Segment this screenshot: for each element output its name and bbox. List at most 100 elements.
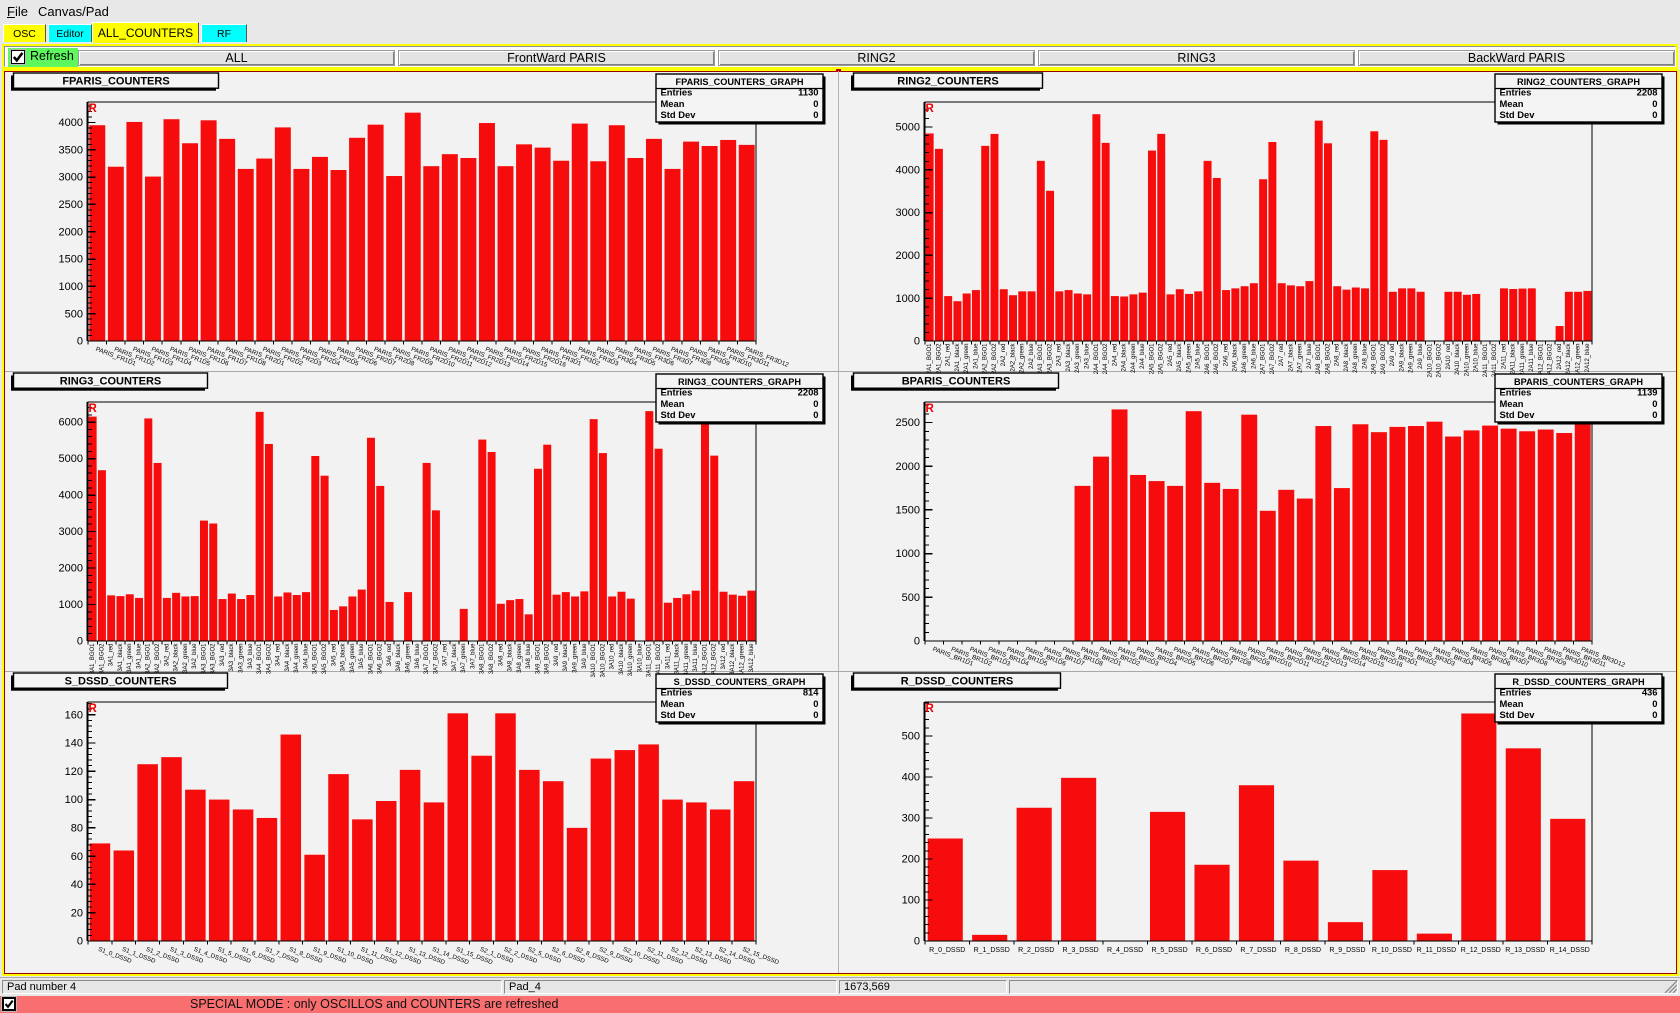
svg-text:3A12_green: 3A12_green [739,644,745,677]
svg-text:3A6_BGO1: 3A6_BGO1 [368,643,374,674]
svg-text:2000: 2000 [59,563,83,575]
svg-text:1500: 1500 [59,254,83,266]
svg-text:2A7_black: 2A7_black [1288,343,1294,372]
svg-text:3A8_black: 3A8_black [508,643,514,672]
svg-text:BPARIS_COUNTERS: BPARIS_COUNTERS [902,376,1011,388]
svg-text:3A5_blue: 3A5_blue [359,643,365,669]
svg-text:2500: 2500 [59,199,83,211]
svg-text:4000: 4000 [59,490,83,502]
svg-text:RING3_COUNTERS: RING3_COUNTERS [60,376,161,388]
svg-text:Entries: Entries [1500,387,1532,398]
svg-text:436: 436 [1642,687,1658,698]
svg-text:2A10_green: 2A10_green [1464,344,1470,377]
svg-text:3A10_BGO1: 3A10_BGO1 [591,643,597,678]
svg-text:2000: 2000 [896,461,920,473]
svg-text:R_6_DSSD: R_6_DSSD [1196,947,1232,954]
svg-text:2A1_red: 2A1_red [946,344,952,367]
svg-text:2A11_green: 2A11_green [1520,344,1526,376]
svg-text:2A3_blue: 2A3_blue [1085,343,1091,369]
svg-text:2A9_black: 2A9_black [1399,343,1405,372]
svg-text:100: 100 [65,794,83,806]
svg-text:2A10_red: 2A10_red [1446,344,1452,370]
svg-text:Entries: Entries [661,87,693,98]
svg-text:2A9_BGO2: 2A9_BGO2 [1381,343,1387,374]
svg-text:3A7_BGO1: 3A7_BGO1 [424,643,430,674]
svg-text:R_8_DSSD: R_8_DSSD [1285,947,1321,954]
svg-text:2A1_black: 2A1_black [955,343,961,372]
svg-text:2A4_blue: 2A4_blue [1140,343,1146,369]
svg-text:3A11_BGO1: 3A11_BGO1 [647,643,653,677]
svg-text:3A6_blue: 3A6_blue [415,643,421,669]
svg-text:2A6_black: 2A6_black [1233,343,1239,372]
svg-text:R_1_DSSD: R_1_DSSD [974,947,1010,954]
svg-text:3A2_BGO1: 3A2_BGO1 [146,643,152,674]
svg-text:2A3_BGO2: 2A3_BGO2 [1047,343,1053,374]
svg-text:2A8_BGO1: 2A8_BGO1 [1316,343,1322,374]
svg-text:R_10_DSSD: R_10_DSSD [1372,947,1412,954]
svg-text:3A7_red: 3A7_red [443,644,449,667]
svg-text:3A11_BGO2: 3A11_BGO2 [656,643,662,677]
svg-text:Mean: Mean [1500,398,1524,409]
svg-text:2A1_green: 2A1_green [964,344,970,373]
svg-text:0: 0 [1652,709,1657,720]
svg-text:2A5_BGO1: 2A5_BGO1 [1149,343,1155,374]
svg-text:1000: 1000 [896,548,920,560]
svg-text:3A3_black: 3A3_black [229,643,235,672]
svg-text:3A8_BGO2: 3A8_BGO2 [489,643,495,674]
svg-text:2A3_red: 2A3_red [1057,344,1063,367]
svg-text:2A9_blue: 2A9_blue [1418,343,1424,369]
svg-text:R: R [926,703,935,715]
svg-text:R_14_DSSD: R_14_DSSD [1550,947,1590,954]
svg-text:3A6_green: 3A6_green [405,644,411,673]
svg-text:3A5_BGO2: 3A5_BGO2 [322,643,328,674]
svg-text:1000: 1000 [59,599,83,611]
svg-text:3A4_blue: 3A4_blue [303,643,309,669]
svg-text:1500: 1500 [896,505,920,517]
svg-text:3A1_BGO1: 3A1_BGO1 [90,643,96,674]
svg-text:3A9_blue: 3A9_blue [582,643,588,669]
svg-text:3A5_green: 3A5_green [350,644,356,673]
svg-text:R: R [926,403,935,415]
svg-text:2A8_black: 2A8_black [1344,343,1350,372]
svg-text:0: 0 [1652,409,1657,420]
svg-text:3A4_black: 3A4_black [285,643,291,672]
svg-text:400: 400 [902,772,920,784]
svg-text:R: R [926,103,935,115]
svg-text:2A7_red: 2A7_red [1279,344,1285,367]
svg-text:2A1_BGO2: 2A1_BGO2 [936,343,942,374]
svg-text:RING3_COUNTERS_GRAPH: RING3_COUNTERS_GRAPH [678,377,801,387]
svg-text:2A5_green: 2A5_green [1186,344,1192,373]
svg-text:3A8_red: 3A8_red [498,644,504,667]
svg-text:Mean: Mean [661,98,685,109]
svg-text:R_11_DSSD: R_11_DSSD [1417,947,1457,954]
svg-text:R_DSSD_COUNTERS_GRAPH: R_DSSD_COUNTERS_GRAPH [1512,677,1645,687]
svg-text:4000: 4000 [896,164,920,176]
svg-text:R_0_DSSD: R_0_DSSD [929,947,965,954]
svg-text:2A4_red: 2A4_red [1112,344,1118,367]
svg-text:3500: 3500 [59,144,83,156]
svg-text:2A11_red: 2A11_red [1501,344,1507,370]
svg-text:0: 0 [1652,109,1657,120]
svg-text:200: 200 [902,854,920,866]
svg-text:2A10_BGO1: 2A10_BGO1 [1427,343,1433,378]
svg-text:3A9_BGO1: 3A9_BGO1 [535,643,541,674]
svg-text:2A7_BGO1: 2A7_BGO1 [1261,343,1267,374]
svg-text:2A11_blue: 2A11_blue [1529,343,1535,372]
svg-text:2A8_BGO2: 2A8_BGO2 [1325,343,1331,374]
svg-text:2A12_black: 2A12_black [1566,343,1572,375]
svg-text:2A4_black: 2A4_black [1122,343,1128,372]
svg-text:3A10_green: 3A10_green [628,644,634,677]
svg-text:2A2_BGO1: 2A2_BGO1 [983,343,989,374]
svg-text:3A10_BGO2: 3A10_BGO2 [600,643,606,678]
svg-text:2A10_BGO2: 2A10_BGO2 [1437,343,1443,378]
svg-text:2A6_blue: 2A6_blue [1251,343,1257,369]
svg-text:2A12_BGO2: 2A12_BGO2 [1548,343,1554,378]
svg-text:3000: 3000 [59,526,83,538]
svg-text:3A8_BGO1: 3A8_BGO1 [480,643,486,674]
svg-text:0: 0 [813,398,818,409]
svg-text:2A6_red: 2A6_red [1223,344,1229,367]
svg-text:160: 160 [65,709,83,721]
svg-text:Std Dev: Std Dev [1500,109,1536,120]
svg-text:Mean: Mean [1500,698,1524,709]
svg-text:3A1_red: 3A1_red [109,644,115,667]
